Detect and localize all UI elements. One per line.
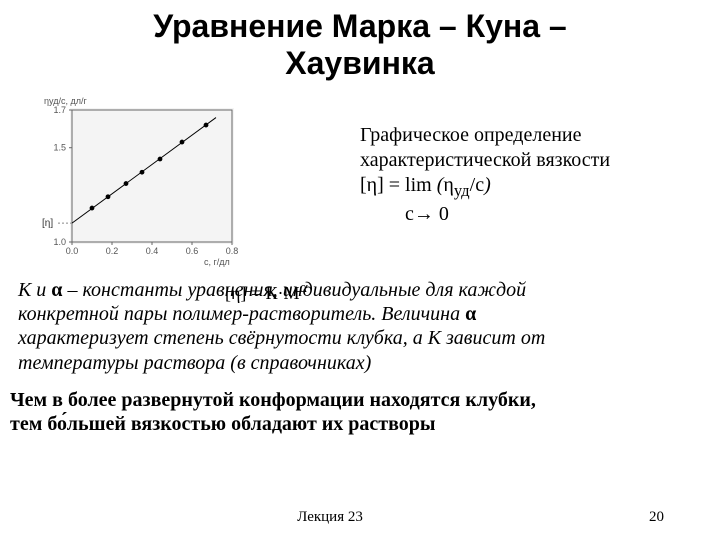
lecture-label: Лекция 23 [297, 509, 363, 526]
svg-text:0.2: 0.2 [106, 246, 119, 256]
desc-line4: с→ 0 [360, 202, 610, 227]
svg-text:1.0: 1.0 [53, 237, 66, 247]
top-row: 1.0 1.5 1.7 0.0 0.2 0.4 0.6 0.8 [η] ηуд/с, дл/г с,… [0, 88, 720, 268]
svg-text:1.5: 1.5 [53, 142, 66, 152]
equation-annotation: [η] = К·Мα [225, 280, 307, 304]
svg-text:0.8: 0.8 [226, 246, 239, 256]
desc-line2: характеристической вязкости [360, 148, 610, 173]
svg-text:1.7: 1.7 [53, 105, 66, 115]
right-description: Графическое определение характеристическ… [360, 123, 610, 227]
constants-paragraph: К и α – константы уравнения, индивидуаль… [18, 278, 702, 376]
svg-text:0.6: 0.6 [186, 246, 199, 256]
conclusion-paragraph: Чем в более развернутой конформации нахо… [10, 389, 702, 436]
svg-text:ηуд/с, дл/г: ηуд/с, дл/г [44, 96, 87, 106]
desc-line3: [η] = lim (ηуд/с) [360, 173, 610, 202]
desc-line1: Графическое определение [360, 123, 610, 148]
svg-text:0.4: 0.4 [146, 246, 159, 256]
slide-title: Уравнение Марка – Куна – Хаувинка [0, 0, 720, 82]
svg-text:0.0: 0.0 [66, 246, 79, 256]
page-number: 20 [649, 509, 664, 526]
svg-text:с, г/дл: с, г/дл [204, 257, 230, 267]
svg-text:[η]: [η] [42, 218, 53, 229]
viscosity-chart: 1.0 1.5 1.7 0.0 0.2 0.4 0.6 0.8 [η] ηуд/с, дл/г с,… [30, 88, 240, 268]
title-line2: Хаувинка [285, 45, 434, 81]
slide-footer: Лекция 23 20 [0, 509, 720, 526]
title-line1: Уравнение Марка – Куна – [153, 8, 566, 44]
